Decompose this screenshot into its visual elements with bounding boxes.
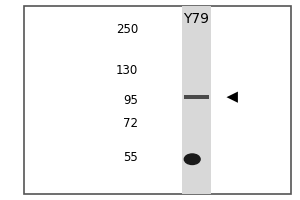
Circle shape — [184, 154, 200, 164]
FancyBboxPatch shape — [184, 95, 208, 99]
FancyBboxPatch shape — [24, 6, 291, 194]
Polygon shape — [226, 92, 238, 103]
Text: 55: 55 — [123, 151, 138, 164]
Text: 95: 95 — [123, 94, 138, 107]
FancyBboxPatch shape — [182, 6, 211, 194]
Text: 130: 130 — [116, 64, 138, 77]
Text: Y79: Y79 — [184, 12, 209, 26]
Text: 72: 72 — [123, 117, 138, 130]
Text: 250: 250 — [116, 23, 138, 36]
